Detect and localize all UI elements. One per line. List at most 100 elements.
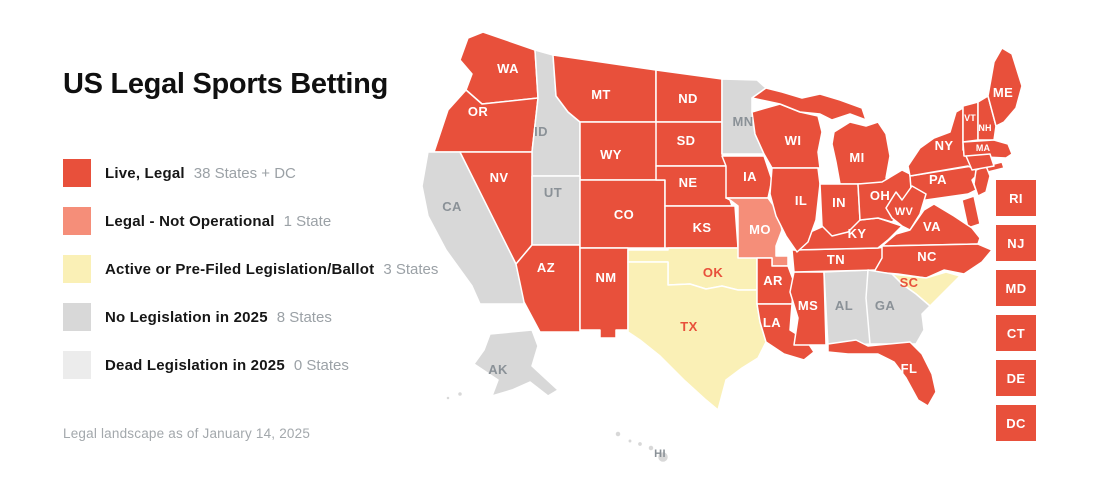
state-ma <box>962 139 1013 159</box>
legend-count: 8 States <box>276 308 332 326</box>
state-label-nm: NM <box>595 270 616 285</box>
legend: Live, Legal 38 States + DC Legal - Not O… <box>63 159 438 399</box>
state-label-oh: OH <box>870 188 890 203</box>
state-me <box>987 47 1023 127</box>
state-label-id: ID <box>534 124 548 139</box>
state-box-ct: CT <box>996 315 1036 351</box>
state-label-vt: VT <box>964 113 976 123</box>
state-box-rect <box>996 270 1036 306</box>
state-label-la: LA <box>763 315 781 330</box>
state-label-fl: FL <box>901 361 918 376</box>
legend-item-not-operational: Legal - Not Operational 1 State <box>63 207 438 235</box>
state-label-ks: KS <box>693 220 712 235</box>
us-map: WA OR CA NV ID MT WY UT AZ NM CO ND SD N… <box>421 31 1036 464</box>
legend-count: 3 States <box>383 260 439 278</box>
state-hi-island <box>647 444 655 452</box>
legend-count: 0 States <box>293 356 349 374</box>
state-az <box>515 244 581 333</box>
as-of-date-note: Legal landscape as of January 14, 2025 <box>63 426 311 441</box>
legend-label: Dead Legislation in 2025 <box>105 356 285 374</box>
legend-item-none: No Legislation in 2025 8 States <box>63 303 438 331</box>
state-label-nh: NH <box>978 123 991 133</box>
state-box-rect <box>996 315 1036 351</box>
legend-swatch-active <box>63 255 91 283</box>
state-label-wv: WV <box>895 206 914 218</box>
legend-item-dead: Dead Legislation in 2025 0 States <box>63 351 438 379</box>
state-label-ok: OK <box>703 265 724 280</box>
state-hi-island <box>627 438 633 444</box>
state-label-ma: MA <box>976 143 991 153</box>
state-box-rect <box>996 225 1036 261</box>
state-fl <box>827 339 937 407</box>
state-label-mt: MT <box>591 87 611 102</box>
state-label-wi: WI <box>785 133 802 148</box>
state-il <box>769 167 821 253</box>
state-ak-aleutian-island <box>456 390 464 398</box>
state-label-ms: MS <box>798 298 818 313</box>
state-ct <box>965 153 995 171</box>
legend-count: 38 States + DC <box>193 164 296 182</box>
state-label-ne: NE <box>679 175 698 190</box>
state-label-hi: HI <box>654 448 666 460</box>
state-hi-island <box>636 440 644 448</box>
state-label-ny: NY <box>935 138 954 153</box>
state-ak <box>473 329 559 397</box>
state-label-va: VA <box>923 219 941 234</box>
state-label-mo: MO <box>749 222 771 237</box>
state-wy <box>579 121 666 181</box>
legend-swatch-not-operational <box>63 207 91 235</box>
legend-swatch-none <box>63 303 91 331</box>
state-va <box>881 203 981 247</box>
state-label-tx: TX <box>680 319 697 334</box>
state-ak-aleutian-island <box>445 395 451 401</box>
state-label-me: ME <box>993 85 1013 100</box>
state-label-ia: IA <box>743 169 757 184</box>
legend-label: No Legislation in 2025 <box>105 308 268 326</box>
state-label-nc: NC <box>917 249 937 264</box>
state-label-ga: GA <box>875 298 896 313</box>
state-box-nj: NJ <box>996 225 1036 261</box>
state-label-or: OR <box>468 104 489 119</box>
state-nj <box>973 165 991 197</box>
state-box-md: MD <box>996 270 1036 306</box>
legend-item-active: Active or Pre-Filed Legislation/Ballot 3… <box>63 255 438 283</box>
state-box-rect <box>996 180 1036 216</box>
state-label-tn: TN <box>827 252 845 267</box>
state-ga <box>865 269 931 345</box>
state-wv <box>885 185 927 231</box>
state-box-label: CT <box>1007 326 1025 341</box>
state-nm <box>579 247 629 339</box>
state-mi <box>751 87 891 185</box>
state-box-label: NJ <box>1007 236 1024 251</box>
state-hi-island <box>614 430 622 438</box>
state-label-ak: AK <box>488 362 508 377</box>
state-label-ky: KY <box>848 226 867 241</box>
state-label-mn: MN <box>732 114 753 129</box>
state-label-il: IL <box>795 193 807 208</box>
state-box-ri: RI <box>996 180 1036 216</box>
state-md-delmarva <box>961 195 981 229</box>
state-box-label: MD <box>1005 281 1026 296</box>
legend-swatch-live <box>63 159 91 187</box>
state-label-in: IN <box>832 195 846 210</box>
page-title: US Legal Sports Betting <box>63 68 389 100</box>
state-label-al: AL <box>835 298 853 313</box>
state-box-label: DC <box>1006 416 1026 431</box>
state-box-label: RI <box>1009 191 1023 206</box>
state-label-nd: ND <box>678 91 698 106</box>
state-nh <box>977 95 997 141</box>
state-hi-island <box>656 450 670 464</box>
state-label-ar: AR <box>763 273 783 288</box>
state-label-ca: CA <box>442 199 462 214</box>
legend-label: Live, Legal <box>105 164 185 182</box>
state-label-ut: UT <box>544 185 562 200</box>
state-label-pa: PA <box>929 172 947 187</box>
state-label-co: CO <box>614 207 634 222</box>
legend-item-live: Live, Legal 38 States + DC <box>63 159 438 187</box>
state-la <box>756 303 815 361</box>
legend-label: Legal - Not Operational <box>105 212 275 230</box>
state-label-mi: MI <box>849 150 864 165</box>
state-nc <box>873 243 993 279</box>
legend-count: 1 State <box>283 212 332 230</box>
state-label-az: AZ <box>537 260 555 275</box>
